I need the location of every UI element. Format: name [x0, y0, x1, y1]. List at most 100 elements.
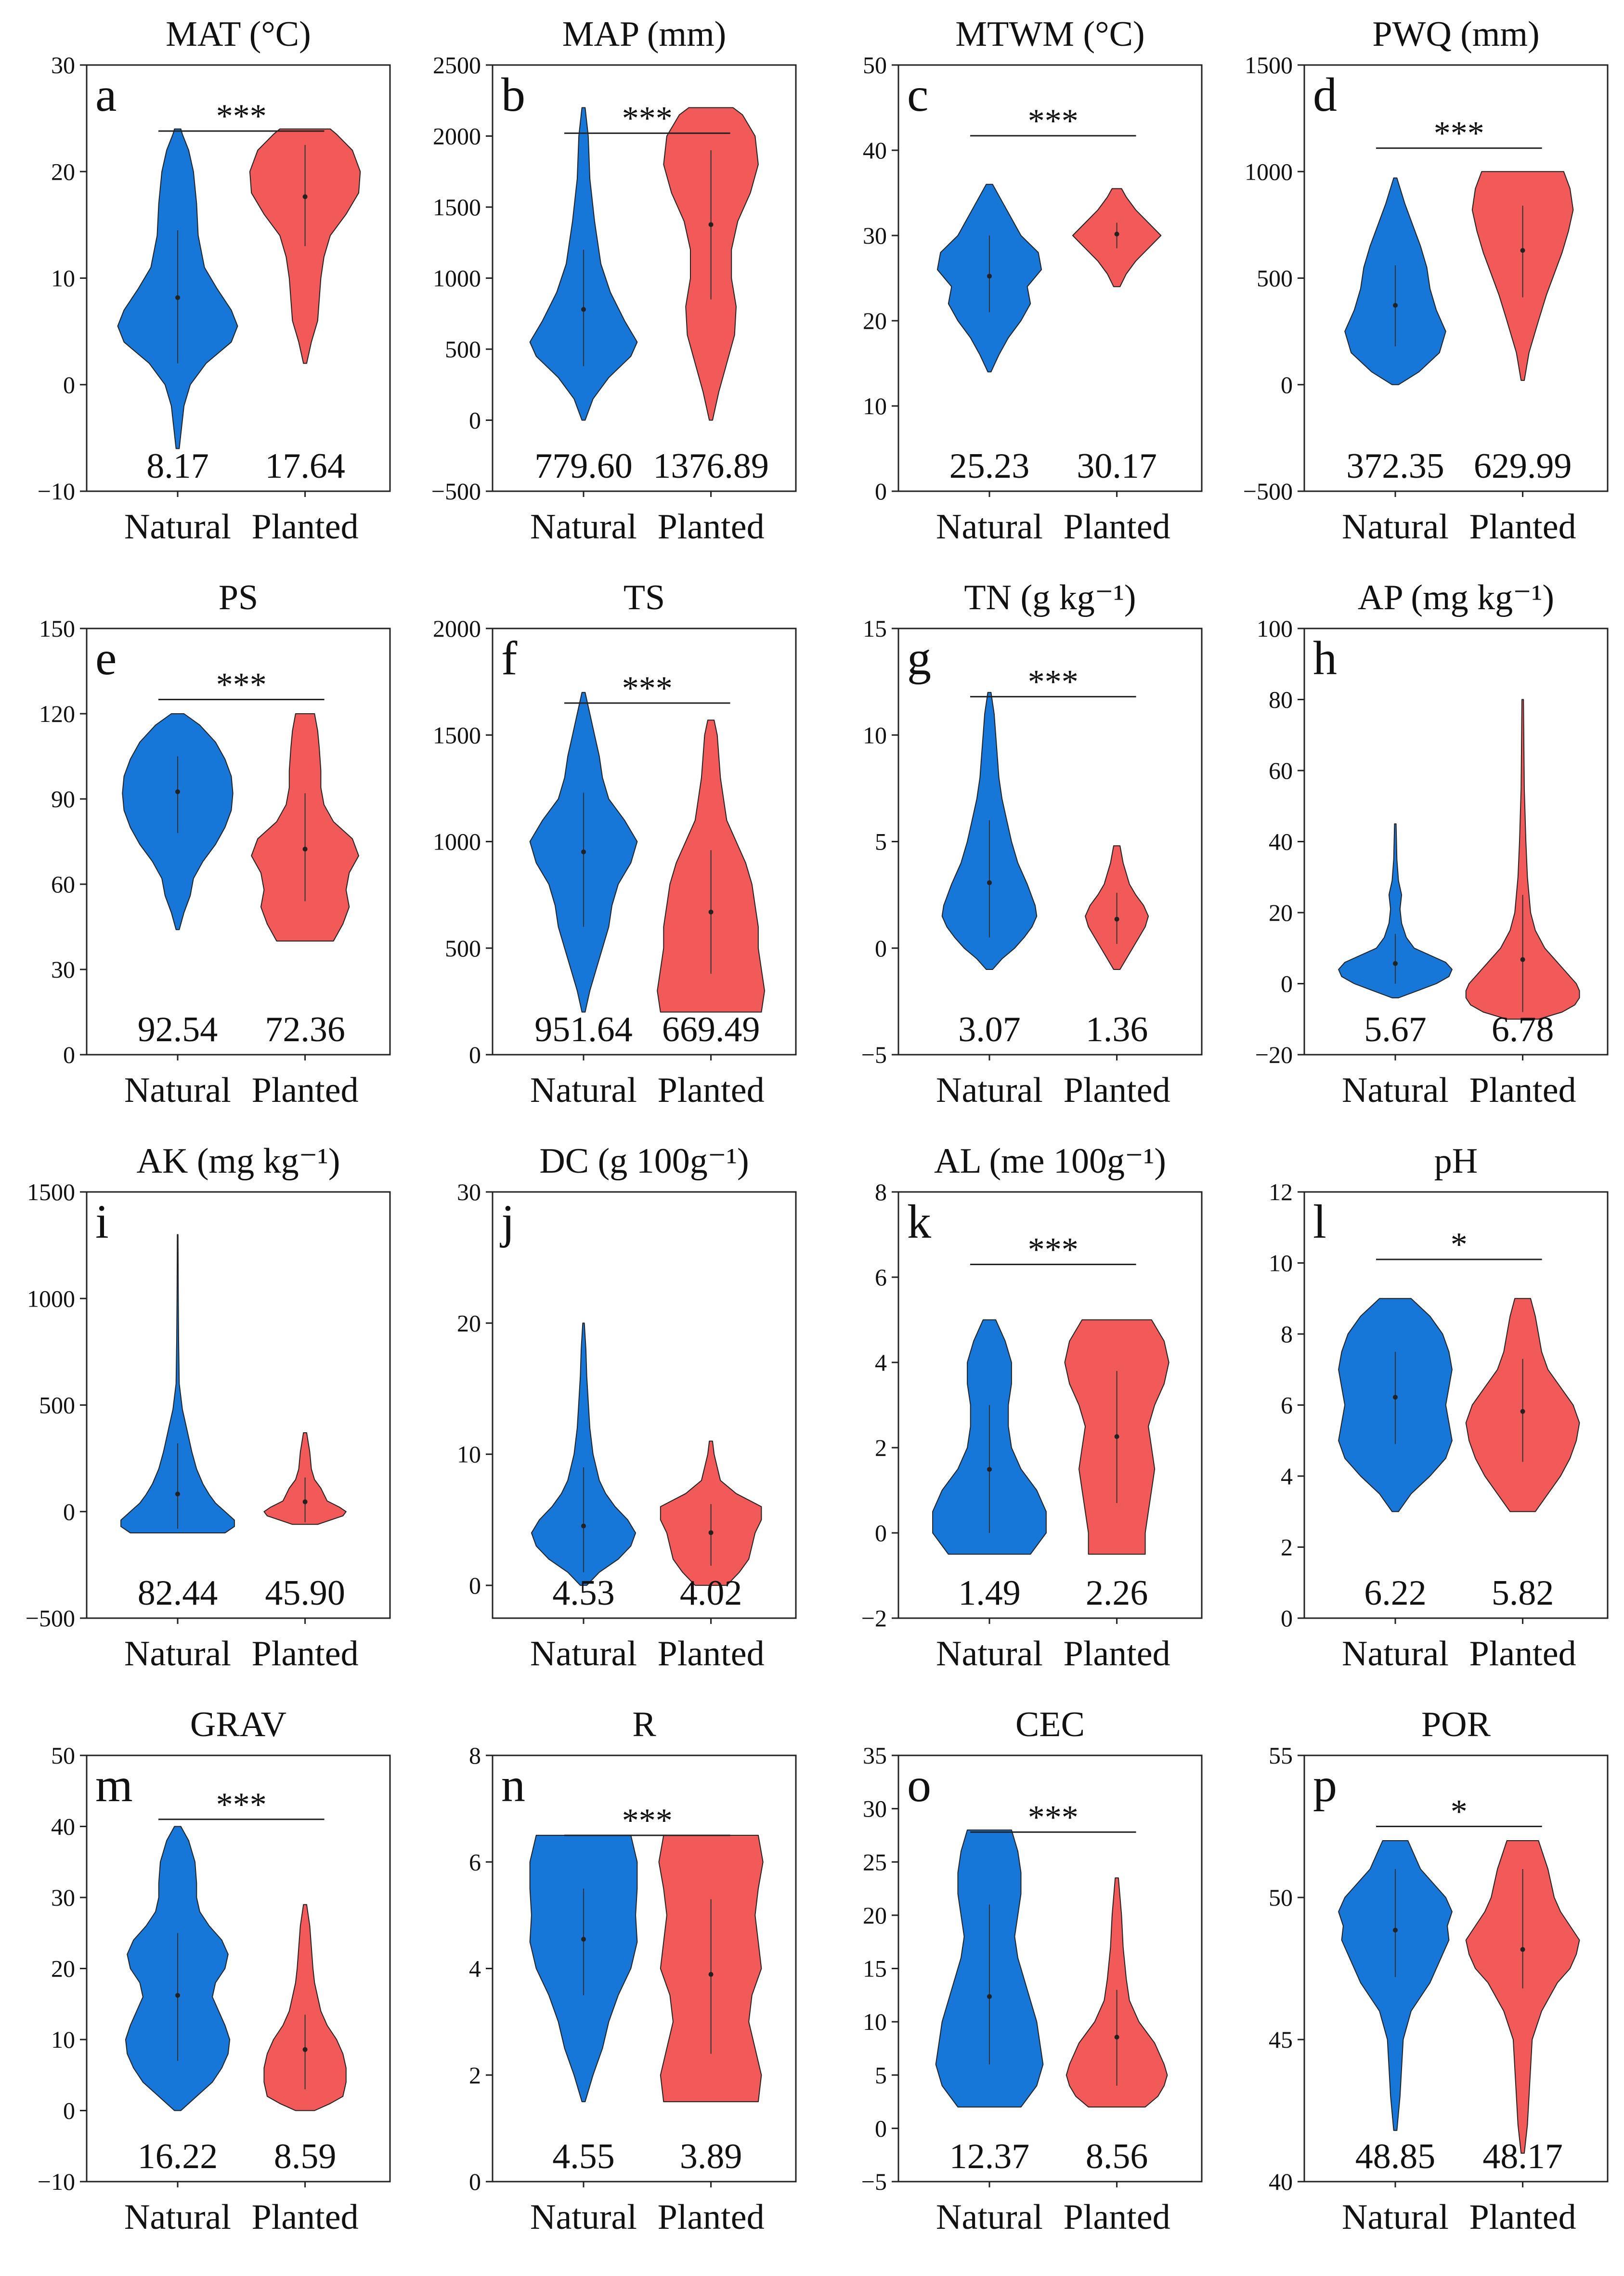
panel-k: AL (me 100g⁻¹) 8 6 4 2 0 −2 1.49 Natural 2.26 Plan…: [861, 1141, 1203, 1674]
y-tick-label: 15: [863, 615, 887, 642]
x-category-label: Natural: [124, 507, 231, 547]
mean-point: [302, 1499, 308, 1504]
panel-title: GRAV: [190, 1705, 286, 1744]
panel-n: R 8 6 4 2 0 4.55 Natural 3.89 Planted *** n: [469, 1705, 797, 2237]
y-tick-label: 12: [1269, 1178, 1293, 1205]
mean-point: [581, 1523, 586, 1529]
panel-title: R: [632, 1705, 656, 1744]
panel-letter: n: [501, 1758, 525, 1812]
y-tick-label: 500: [445, 935, 481, 962]
violin-natural: [531, 1322, 637, 1586]
x-category-label: Planted: [252, 507, 359, 547]
panel-title: POR: [1421, 1705, 1491, 1744]
violin-natural: [120, 1234, 235, 1533]
mean-point: [175, 1491, 180, 1497]
panel-title: pH: [1434, 1141, 1478, 1181]
panel-f: TS 2000 1500 1000 500 0 951.64 Natural 669.49 Pla…: [433, 578, 797, 1110]
panel-letter: m: [95, 1758, 133, 1812]
panel-title: AK (mg kg⁻¹): [137, 1141, 340, 1181]
y-tick-label: 5: [875, 2062, 887, 2089]
significance-stars: ***: [1434, 115, 1484, 152]
x-category-label: Planted: [658, 1071, 765, 1110]
y-tick-label: 0: [875, 2115, 887, 2142]
panel-c: MTWM (°C) 50 40 30 20 10 0 25.23 Natural 30.17 Pla…: [863, 14, 1203, 547]
y-tick-label: −10: [38, 2168, 75, 2195]
y-tick-label: 1000: [433, 828, 481, 855]
y-tick-label: −2: [861, 1605, 887, 1632]
plot-frame: [897, 64, 1203, 492]
plot-frame: [492, 1754, 797, 2183]
mean-label-planted: 5.82: [1492, 1573, 1554, 1613]
significance-stars: *: [1451, 1793, 1468, 1831]
significance-stars: ***: [622, 100, 673, 137]
x-category-label: Natural: [530, 507, 637, 547]
y-tick-label: 1000: [27, 1285, 75, 1312]
panel-letter: c: [907, 68, 928, 121]
plot-frame: [492, 1191, 797, 1619]
panel-title: TN (g kg⁻¹): [964, 578, 1136, 617]
y-tick-label: 0: [1281, 970, 1293, 997]
mean-point: [1520, 1947, 1525, 1952]
y-tick-label: 10: [51, 2026, 75, 2053]
x-category-label: Natural: [124, 1634, 231, 1674]
panel-letter: e: [95, 631, 117, 685]
y-tick-label: 20: [863, 1902, 887, 1929]
mean-label-natural: 951.64: [534, 1010, 633, 1049]
x-category-label: Planted: [658, 507, 765, 547]
mean-point: [302, 847, 308, 852]
mean-label-natural: 92.54: [138, 1010, 218, 1049]
mean-point: [708, 1530, 714, 1535]
mean-label-natural: 6.22: [1364, 1573, 1427, 1613]
significance-stars: ***: [622, 1802, 673, 1839]
x-category-label: Planted: [252, 1071, 359, 1110]
mean-label-natural: 4.55: [552, 2137, 615, 2176]
y-tick-label: 0: [1281, 371, 1293, 398]
y-tick-label: 35: [863, 1742, 887, 1769]
x-category-label: Planted: [252, 2198, 359, 2237]
plot-frame: [86, 1754, 391, 2183]
panel-title: PWQ (mm): [1372, 14, 1539, 54]
x-category-label: Planted: [658, 1634, 765, 1674]
y-tick-label: 80: [1269, 686, 1293, 713]
panel-letter: a: [95, 68, 117, 121]
panel-p: POR 55 50 45 40 48.85 Natural 48.17 Planted * p: [1269, 1705, 1609, 2237]
panel-o: CEC 35 30 25 20 15 10 5 0 −5 12.37 Natural 8.56 Plant…: [861, 1705, 1203, 2237]
significance-stars: ***: [622, 670, 673, 707]
y-tick-label: 8: [1281, 1321, 1293, 1347]
y-tick-label: −500: [431, 478, 481, 505]
panel-e: PS 150 120 90 60 30 0 92.54 Natural 72.36 Planted *…: [39, 578, 391, 1110]
mean-point: [302, 2047, 308, 2052]
y-tick-label: 1500: [433, 721, 481, 748]
y-tick-label: 10: [1269, 1250, 1293, 1277]
x-category-label: Natural: [530, 2198, 637, 2237]
panel-j: DC (g 100g⁻¹) 30 20 10 0 4.53 Natural 4.02 Plant…: [457, 1141, 797, 1674]
mean-point: [708, 909, 714, 915]
mean-label-planted: 669.49: [662, 1010, 760, 1049]
y-tick-label: 0: [1281, 1605, 1293, 1632]
panel-letter: i: [95, 1195, 109, 1248]
x-category-label: Natural: [1342, 1071, 1449, 1110]
mean-point: [708, 222, 714, 227]
mean-point: [1114, 916, 1119, 922]
mean-label-natural: 16.22: [138, 2137, 218, 2176]
mean-point: [581, 1936, 586, 1942]
y-tick-label: 30: [51, 956, 75, 983]
panel-title: AP (mg kg⁻¹): [1358, 578, 1554, 617]
significance-stars: *: [1451, 1226, 1468, 1263]
violin-natural: [1338, 1840, 1453, 2131]
mean-label-planted: 1.36: [1086, 1010, 1148, 1049]
mean-label-planted: 1376.89: [653, 446, 769, 486]
mean-point: [1520, 1409, 1525, 1414]
significance-stars: ***: [216, 98, 267, 135]
panel-l: pH 12 10 8 6 4 2 0 6.22 Natural 5.82 Planted * l: [1269, 1141, 1609, 1674]
y-tick-label: 1500: [27, 1178, 75, 1205]
y-tick-label: 10: [863, 392, 887, 419]
x-category-label: Planted: [1469, 1634, 1576, 1674]
violin-planted: [263, 1904, 347, 2111]
y-tick-label: 6: [469, 1848, 481, 1875]
y-tick-label: 20: [457, 1309, 481, 1336]
x-category-label: Planted: [252, 1634, 359, 1674]
y-tick-label: −500: [1243, 478, 1293, 505]
mean-point: [1114, 1434, 1119, 1439]
x-category-label: Planted: [1064, 507, 1170, 547]
